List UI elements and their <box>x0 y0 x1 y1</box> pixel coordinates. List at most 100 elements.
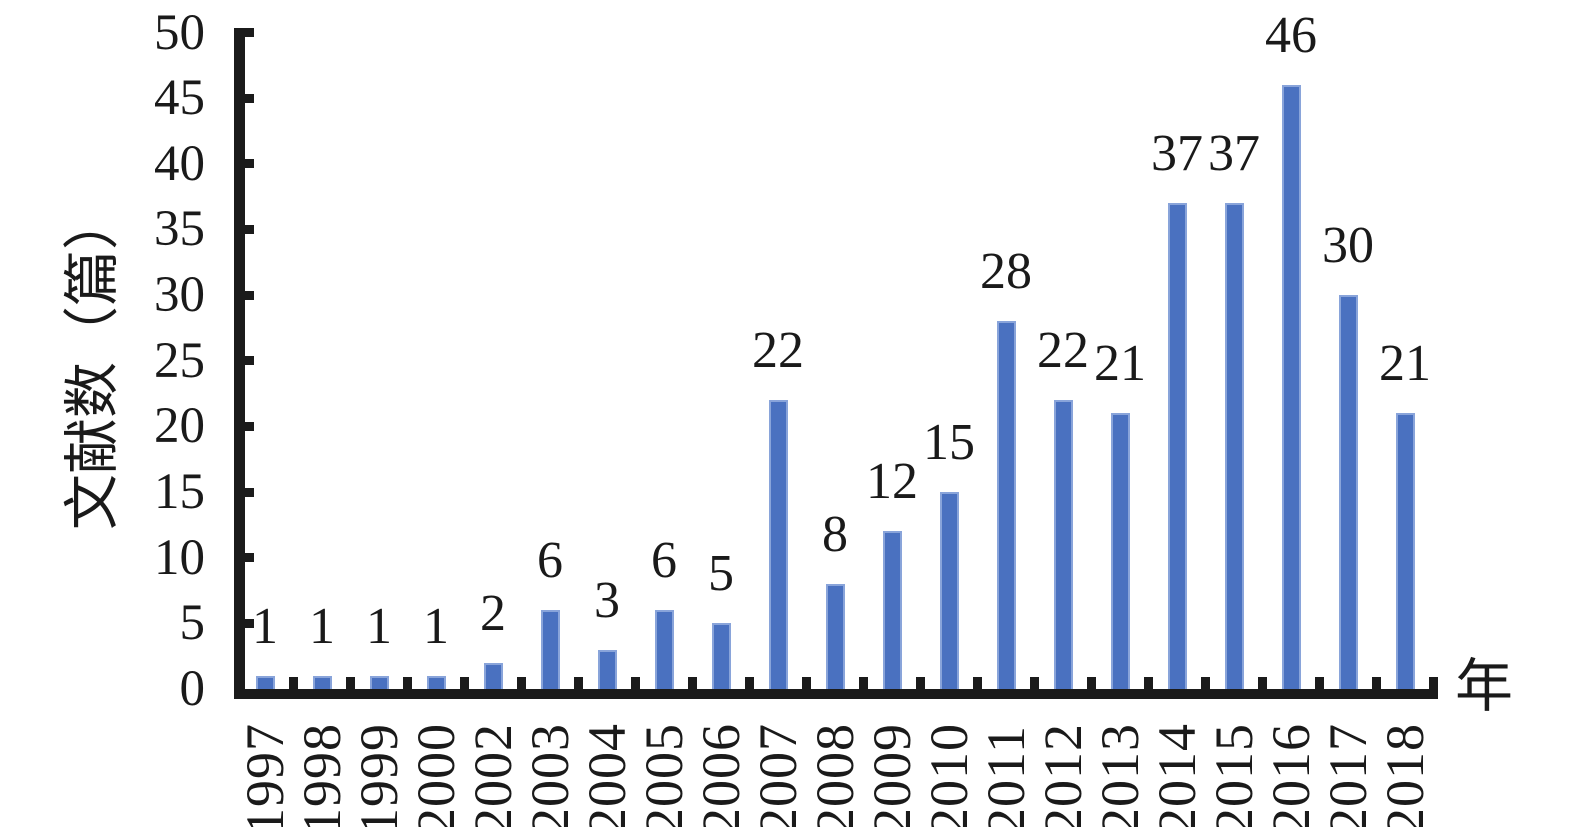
bar <box>255 676 275 689</box>
bar-value-label: 22 <box>1037 322 1089 379</box>
x-tick-label: 2003 <box>520 723 580 827</box>
y-tick <box>245 93 254 103</box>
x-tick-label: 1998 <box>292 723 352 827</box>
x-tick-label: 2010 <box>919 723 979 827</box>
bar-value-label: 46 <box>1265 7 1317 64</box>
x-tick-label: 2005 <box>634 723 694 827</box>
x-tick <box>1087 677 1096 689</box>
bar <box>996 321 1016 689</box>
x-tick-label: 2002 <box>463 723 523 827</box>
x-tick-label: 2011 <box>976 725 1036 827</box>
y-tick <box>245 356 254 366</box>
x-tick <box>517 677 526 689</box>
x-tick-label: 1999 <box>349 723 409 827</box>
x-tick <box>1372 677 1381 689</box>
y-tick-label: 45 <box>154 70 205 127</box>
y-tick-label: 0 <box>179 661 206 717</box>
bar-value-label: 15 <box>923 414 975 471</box>
x-tick <box>1030 677 1039 689</box>
x-axis-title: 年 <box>1454 654 1514 719</box>
bar-value-label: 12 <box>866 453 918 510</box>
x-tick <box>802 677 811 689</box>
bar <box>882 531 902 689</box>
x-tick <box>916 677 925 689</box>
y-tick-label: 5 <box>179 595 206 652</box>
x-tick-label: 2015 <box>1204 723 1264 827</box>
bar-value-label: 1 <box>252 598 278 655</box>
bar-value-label: 1 <box>309 598 335 655</box>
bar <box>1167 203 1187 689</box>
y-axis-line <box>234 28 245 699</box>
x-tick-label: 2018 <box>1375 723 1435 827</box>
bar <box>939 492 959 689</box>
bar <box>711 623 731 689</box>
x-tick-label: 1997 <box>235 723 295 827</box>
bar-value-label: 37 <box>1208 125 1260 182</box>
bar <box>1110 413 1130 689</box>
x-tick <box>745 677 754 689</box>
y-tick <box>245 487 254 497</box>
y-tick-label: 15 <box>154 464 205 521</box>
x-tick <box>973 677 982 689</box>
bar <box>1395 413 1415 689</box>
y-tick-label: 35 <box>154 201 205 258</box>
y-tick <box>245 28 254 37</box>
y-tick <box>245 224 254 234</box>
bar-value-label: 6 <box>537 532 563 589</box>
x-tick-label: 2014 <box>1147 723 1207 827</box>
bar <box>768 400 788 689</box>
x-tick-label: 2000 <box>406 723 466 827</box>
bar-value-label: 2 <box>480 585 506 642</box>
x-tick <box>574 677 583 689</box>
x-tick <box>1258 677 1267 689</box>
bar <box>654 610 674 689</box>
y-tick <box>245 618 254 628</box>
bar <box>312 676 332 689</box>
bar <box>540 610 560 689</box>
bar <box>369 676 389 689</box>
x-tick-label: 2008 <box>805 723 865 827</box>
x-tick <box>289 677 298 689</box>
x-tick-label: 2012 <box>1033 723 1093 827</box>
bar <box>1053 400 1073 689</box>
bar <box>825 584 845 689</box>
y-tick-label: 20 <box>154 398 205 455</box>
y-tick-label: 10 <box>154 529 205 586</box>
bar <box>1224 203 1244 689</box>
bar-value-label: 5 <box>708 545 734 602</box>
x-tick-label: 2006 <box>691 723 751 827</box>
bar-value-label: 30 <box>1322 217 1374 274</box>
x-tick <box>346 677 355 689</box>
x-tick <box>1315 677 1324 689</box>
bar-value-label: 1 <box>366 598 392 655</box>
bar-value-label: 22 <box>752 322 804 379</box>
bar <box>483 663 503 689</box>
bar-value-label: 3 <box>594 572 620 629</box>
y-tick-label: 40 <box>154 135 205 192</box>
x-tick-label: 2013 <box>1090 723 1150 827</box>
x-tick-label: 2004 <box>577 723 637 827</box>
bar-value-label: 37 <box>1151 125 1203 182</box>
x-tick <box>403 677 412 689</box>
x-tick <box>1201 677 1210 689</box>
x-tick <box>1429 677 1438 689</box>
y-tick <box>245 553 254 563</box>
bar <box>426 676 446 689</box>
x-tick <box>631 677 640 689</box>
bar-value-label: 8 <box>822 506 848 563</box>
y-tick <box>245 290 254 300</box>
x-tick-label: 2016 <box>1261 723 1321 827</box>
x-tick <box>1144 677 1153 689</box>
bar-value-label: 21 <box>1379 335 1431 392</box>
bar <box>1338 295 1358 689</box>
x-axis-line <box>234 689 1438 699</box>
x-tick <box>688 677 697 689</box>
y-tick <box>245 159 254 169</box>
y-tick <box>245 421 254 431</box>
bar-value-label: 1 <box>423 598 449 655</box>
y-tick-label: 50 <box>154 4 205 61</box>
x-tick-label: 2009 <box>862 723 922 827</box>
x-tick-label: 2007 <box>748 723 808 827</box>
x-tick-label: 2017 <box>1318 723 1378 827</box>
